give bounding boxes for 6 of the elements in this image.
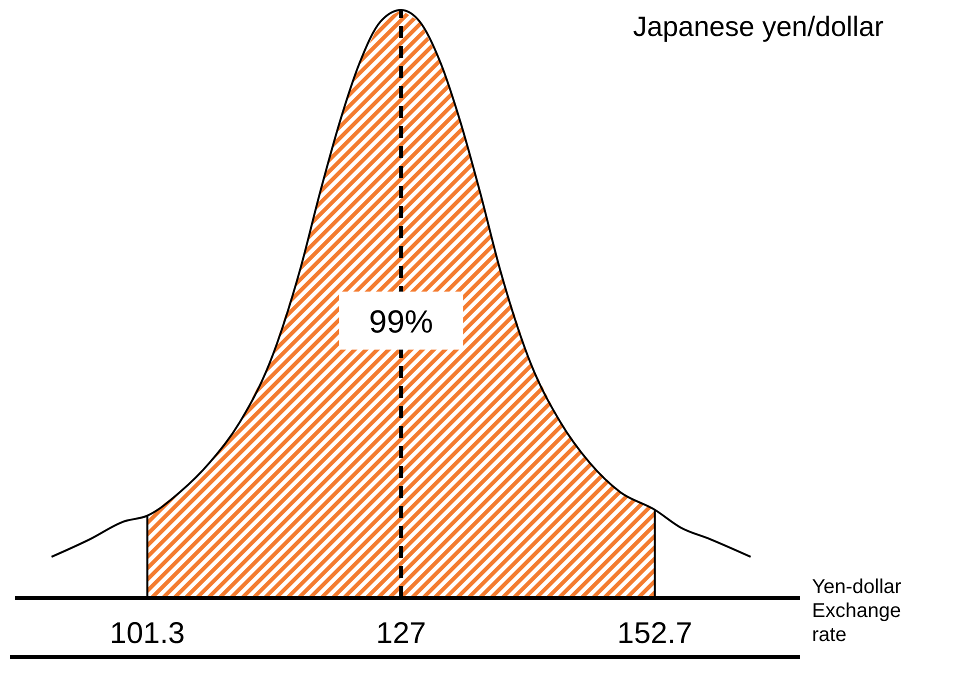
x-tick-label: 127 — [376, 617, 426, 650]
annotation: 99% — [369, 304, 434, 340]
x-tick-label: 101.3 — [110, 617, 185, 650]
x-axis-title: Yen-dollar Exchange rate — [812, 576, 902, 646]
x-tick-label: 152.7 — [617, 617, 692, 650]
chart-title: Japanese yen/dollar — [633, 11, 884, 42]
